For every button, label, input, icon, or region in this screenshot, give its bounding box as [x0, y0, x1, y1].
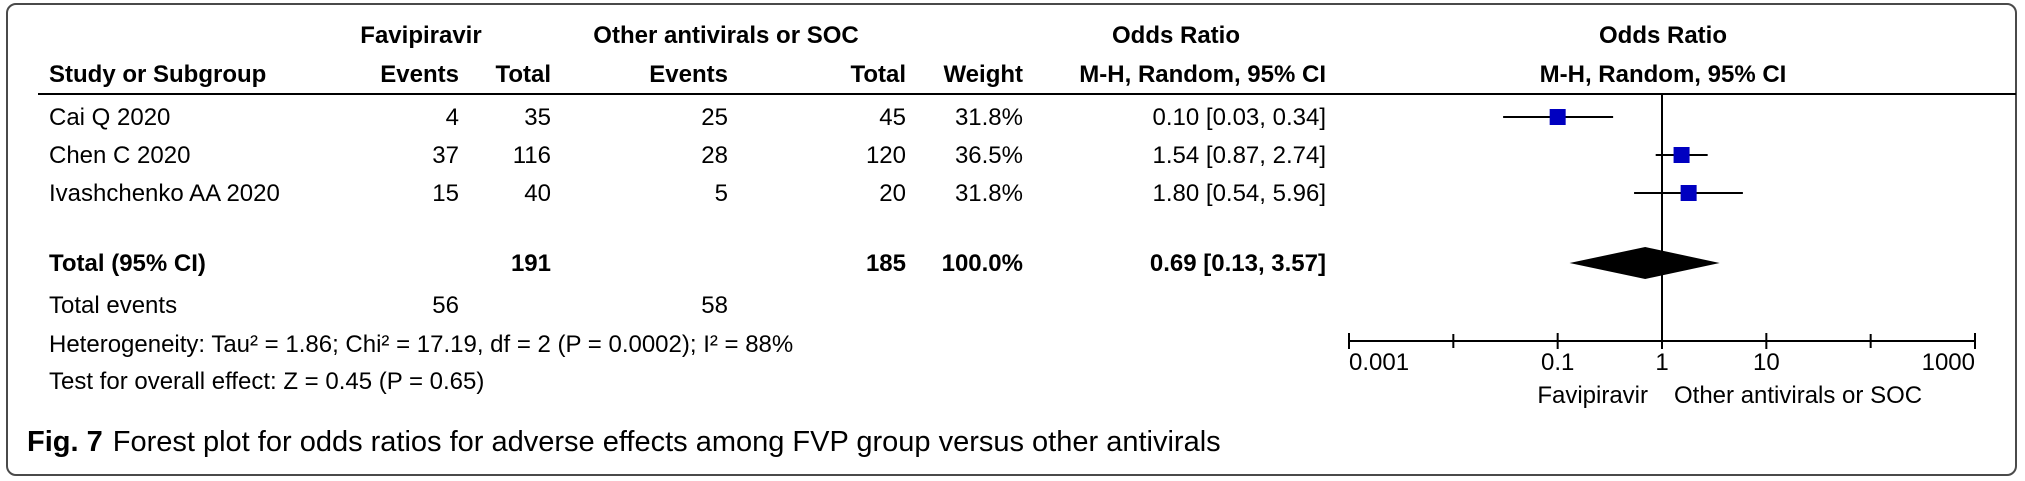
study-name: Ivashchenko AA 2020: [49, 180, 280, 207]
figure-frame: [6, 3, 2017, 476]
total-ci: 0.69 [0.13, 3.57]: [1149, 250, 1326, 277]
weight-cell: 36.5%: [954, 142, 1023, 169]
events2-header: Events: [649, 61, 728, 88]
total2-cell: 45: [879, 104, 906, 131]
events2-cell: 28: [701, 142, 728, 169]
ci-cell: 1.80 [0.54, 5.96]: [1152, 180, 1326, 207]
events2-sum: 58: [701, 292, 728, 319]
total1-cell: 116: [512, 142, 551, 169]
caption-text: Forest plot for odds ratios for adverse …: [112, 426, 1221, 458]
x-tick-label: 0.1: [1541, 349, 1574, 376]
events-label: Total events: [49, 292, 178, 319]
group1-header: Favipiravir: [360, 22, 482, 49]
method-header: M-H, Random, 95% CI: [1079, 61, 1326, 88]
study-marker: [1673, 147, 1690, 163]
total-weight: 100.0%: [941, 250, 1023, 277]
heterogeneity-text: Heterogeneity: Tau² = 1.86; Chi² = 17.19…: [49, 331, 794, 358]
ci-cell: 0.10 [0.03, 0.34]: [1152, 104, 1326, 131]
x-tick-label: 1000: [1922, 349, 1975, 376]
study-name: Cai Q 2020: [49, 104, 171, 131]
total1-sum: 191: [510, 250, 551, 277]
study-col-header: Study or Subgroup: [49, 61, 267, 88]
ci-cell: 1.54 [0.87, 2.74]: [1152, 142, 1326, 169]
favours-right-label: Other antivirals or SOC: [1674, 382, 1922, 409]
events1-header: Events: [380, 61, 459, 88]
events2-cell: 5: [714, 180, 728, 207]
header-rule: [38, 93, 2016, 95]
total1-header: Total: [495, 61, 551, 88]
events1-sum: 56: [432, 292, 459, 319]
total1-cell: 40: [524, 180, 551, 207]
study-marker: [1680, 185, 1697, 201]
x-tick-label: 10: [1753, 349, 1780, 376]
events1-cell: 37: [432, 142, 459, 169]
or-header: Odds Ratio: [1111, 22, 1241, 49]
events2-cell: 25: [701, 104, 728, 131]
pooled-diamond: [1569, 247, 1720, 279]
plot-method: M-H, Random, 95% CI: [1539, 61, 1787, 88]
caption-label: Fig. 7: [27, 426, 103, 458]
plot-title: Odds Ratio: [1598, 22, 1728, 49]
group2-header: Other antivirals or SOC: [593, 22, 859, 49]
weight-cell: 31.8%: [954, 180, 1023, 207]
figure-caption: Fig. 7 Forest plot for odds ratios for ad…: [27, 425, 1221, 459]
x-tick-label: 0.001: [1349, 349, 1409, 376]
study-name: Chen C 2020: [49, 142, 191, 169]
events1-cell: 15: [432, 180, 459, 207]
overall-effect-text: Test for overall effect: Z = 0.45 (P = 0…: [49, 368, 485, 395]
x-tick-label: 1: [1655, 349, 1668, 376]
total2-sum: 185: [865, 250, 906, 277]
total1-cell: 35: [524, 104, 551, 131]
weight-cell: 31.8%: [954, 104, 1023, 131]
total2-header: Total: [850, 61, 906, 88]
events1-cell: 4: [445, 104, 459, 131]
favours-left-label: Favipiravir: [1537, 382, 1648, 409]
weight-header: Weight: [943, 61, 1023, 88]
total2-cell: 20: [879, 180, 906, 207]
study-marker: [1549, 109, 1566, 125]
total-label: Total (95% CI): [49, 250, 206, 277]
total2-cell: 120: [865, 142, 906, 169]
